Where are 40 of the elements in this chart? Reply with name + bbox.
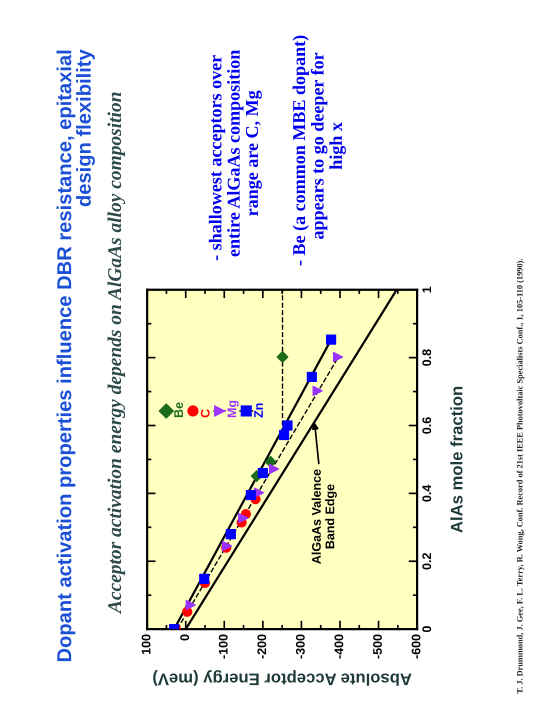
text: T. J. Drummond, J. Gee, F. L. Terry, R. Wong, Conf. Record of 21st IEEE Photovoltaic Specialists Conf., 1, 105-110 (1990).	[516, 258, 524, 694]
x-tick-label: -500	[373, 634, 382, 659]
y-axis-title: AlAs mole fraction	[450, 386, 463, 533]
text: - shallowest acceptors over entire AlGaAs composition range are C, Mg	[208, 50, 262, 260]
text: Dopant activation properties influence DBR resistance, epitaxial design flexibility	[56, 49, 95, 662]
point	[186, 600, 196, 610]
point	[258, 468, 268, 478]
point	[226, 529, 236, 540]
text: Acceptor activation energy depends on AlGaAs alloy composition	[107, 92, 126, 614]
legend-label: Be	[174, 402, 183, 418]
point	[268, 464, 280, 474]
point	[238, 513, 248, 524]
legend-label: Mg	[228, 400, 239, 418]
legend-label: Zn	[254, 403, 263, 418]
x-tick-label: -600	[412, 634, 420, 659]
x-tick-label: -400	[334, 634, 344, 659]
point	[326, 334, 336, 345]
point	[332, 352, 344, 362]
point	[312, 386, 323, 396]
x-tick-label: -300	[296, 634, 305, 659]
y-tick-label: 0	[422, 626, 432, 632]
x-tick-label: -100	[218, 634, 228, 659]
y-tick-label: 1	[422, 286, 432, 292]
legend-label: C	[200, 409, 210, 418]
x-axis-title: Absolute Acceptor Energy (meV)	[153, 670, 412, 686]
point	[282, 420, 293, 431]
y-tick-label: 0.6	[422, 417, 432, 434]
point	[246, 490, 256, 500]
point	[306, 372, 317, 382]
point	[199, 574, 210, 584]
point	[278, 430, 290, 440]
point	[276, 351, 288, 363]
x-tick-label: -200	[257, 634, 266, 659]
text: - Be (a common MBE dopant) appears to go deeper for high x	[292, 36, 346, 266]
y-tick-label: 0.4	[422, 484, 432, 502]
y-tick-label: 0.8	[422, 349, 432, 366]
annotation: AlGaAs Valence Band Edge	[312, 469, 337, 564]
x-tick-label: 100	[142, 634, 151, 654]
x-tick-label: 0	[180, 634, 190, 640]
y-tick-label: 0.2	[422, 553, 432, 570]
